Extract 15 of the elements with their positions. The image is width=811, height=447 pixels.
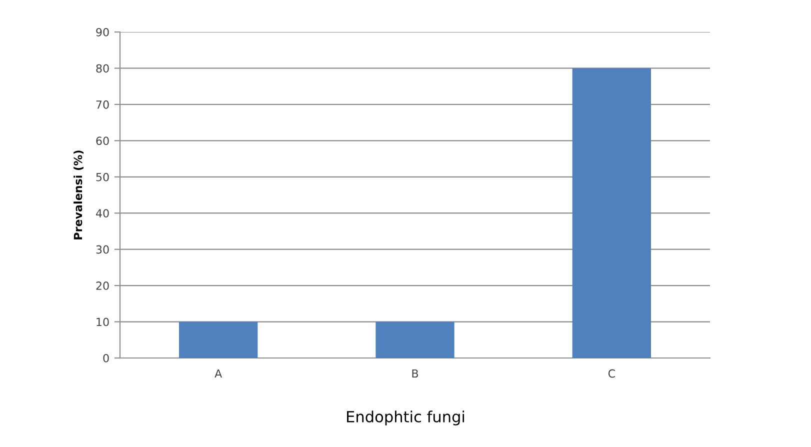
x-tick-label: B	[412, 369, 418, 378]
y-tick-label: 50	[96, 172, 109, 182]
y-tick-label: 0	[103, 354, 109, 362]
y-tick-label: 30	[96, 245, 109, 254]
y-tick-label: 60	[96, 136, 109, 146]
y-tick-label: 20	[96, 282, 109, 290]
y-axis-title: Prevalensi (%)	[74, 150, 84, 240]
x-axis-title: Endophtic fungi	[347, 410, 464, 426]
x-tick-label: C	[608, 369, 615, 378]
y-tick-label: 10	[96, 318, 109, 326]
y-tick-label: 90	[96, 28, 109, 36]
y-tick-label: 70	[96, 100, 109, 109]
x-tick-label: A	[214, 369, 222, 378]
y-tick-label: 80	[96, 64, 109, 73]
y-tick-label: 40	[96, 209, 109, 218]
